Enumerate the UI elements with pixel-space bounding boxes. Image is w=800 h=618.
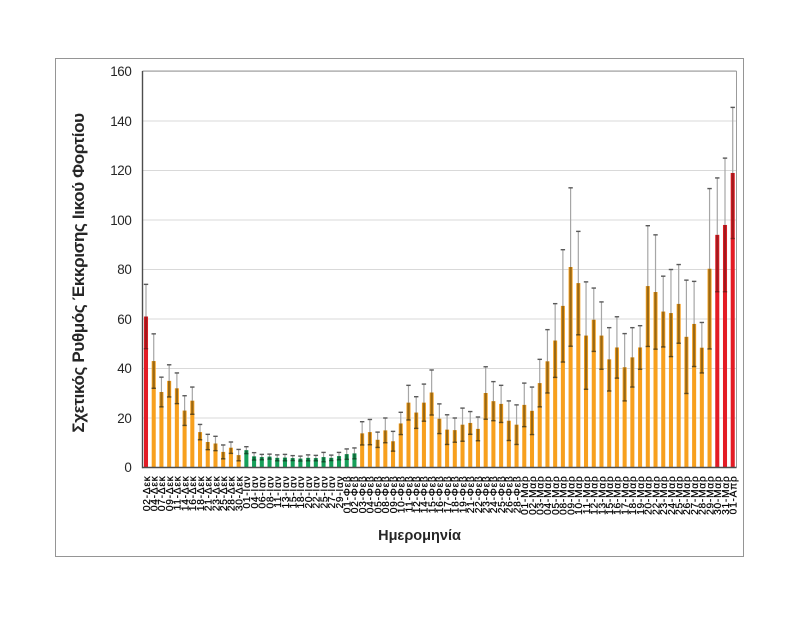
svg-text:24-Μαρ: 24-Μαρ [667,476,678,515]
svg-text:13-Ιαν: 13-Ιαν [281,476,292,509]
svg-text:20: 20 [117,411,131,426]
svg-text:0: 0 [124,460,131,475]
svg-text:08-Μαρ: 08-Μαρ [559,476,570,515]
svg-text:23-Δεκ: 23-Δεκ [211,475,222,511]
svg-text:11-Μαρ: 11-Μαρ [582,476,593,515]
svg-text:80: 80 [117,262,131,277]
svg-text:09-Δεκ: 09-Δεκ [165,475,176,511]
svg-text:02-Μαρ: 02-Μαρ [528,476,539,515]
svg-text:18-Μαρ: 18-Μαρ [628,476,639,515]
svg-text:10-Φεβ: 10-Φεβ [397,476,408,514]
svg-text:19-Φεβ: 19-Φεβ [458,476,469,514]
svg-text:01-Μαρ: 01-Μαρ [520,476,531,515]
svg-text:28-Μαρ: 28-Μαρ [698,476,709,515]
svg-text:04-Ιαν: 04-Ιαν [250,476,261,509]
svg-text:11-Φεβ: 11-Φεβ [404,476,415,513]
svg-text:23-Μαρ: 23-Μαρ [659,476,670,515]
svg-text:25-Ιαν: 25-Ιαν [319,476,330,509]
svg-text:16-Μαρ: 16-Μαρ [613,476,624,515]
svg-text:01-Φεβ: 01-Φεβ [343,476,354,514]
svg-text:60: 60 [117,312,131,327]
svg-text:27-Μαρ: 27-Μαρ [690,476,701,515]
svg-text:14-Φεβ: 14-Φεβ [420,476,431,514]
svg-text:08-Φεβ: 08-Φεβ [381,476,392,514]
svg-text:29-Ιαν: 29-Ιαν [335,476,346,509]
svg-text:11-Ιαν: 11-Ιαν [273,476,284,508]
svg-text:17-Φεβ: 17-Φεβ [443,476,454,514]
svg-text:06-Ιαν: 06-Ιαν [258,476,269,509]
svg-text:28-Δεκ: 28-Δεκ [227,475,238,511]
svg-text:26-Φεβ: 26-Φεβ [505,476,516,514]
svg-text:15-Ιαν: 15-Ιαν [288,476,299,509]
svg-text:18-Δεκ: 18-Δεκ [196,475,207,511]
svg-text:140: 140 [110,114,131,129]
svg-text:04-Φεβ: 04-Φεβ [366,476,377,514]
svg-text:120: 120 [110,163,131,178]
svg-text:20-Μαρ: 20-Μαρ [644,476,655,515]
svg-text:14-Δεκ: 14-Δεκ [180,475,191,511]
svg-text:11-Δεκ: 11-Δεκ [173,475,184,510]
svg-text:13-Μαρ: 13-Μαρ [597,476,608,515]
svg-text:17-Μαρ: 17-Μαρ [620,476,631,515]
svg-text:160: 160 [110,64,131,79]
svg-text:07-Δεκ: 07-Δεκ [157,475,168,511]
svg-text:03-Φεβ: 03-Φεβ [358,476,369,514]
svg-text:09-Φεβ: 09-Φεβ [389,476,400,514]
svg-text:40: 40 [117,361,131,376]
svg-text:18-Ιαν: 18-Ιαν [296,476,307,509]
svg-text:16-Φεβ: 16-Φεβ [435,476,446,514]
svg-text:16-Δεκ: 16-Δεκ [188,475,199,511]
svg-text:22-Μαρ: 22-Μαρ [651,476,662,515]
svg-text:04-Μαρ: 04-Μαρ [543,476,554,515]
svg-text:12-Φεβ: 12-Φεβ [412,476,423,514]
svg-text:27-Ιαν: 27-Ιαν [327,476,338,509]
svg-text:01-Απρ: 01-Απρ [729,476,740,515]
svg-text:21-Φεβ: 21-Φεβ [466,476,477,514]
svg-text:09-Μαρ: 09-Μαρ [566,476,577,515]
svg-text:15-Μαρ: 15-Μαρ [605,476,616,515]
svg-text:29-Μαρ: 29-Μαρ [705,476,716,515]
svg-text:25-Μαρ: 25-Μαρ [674,476,685,515]
svg-text:30-Μαρ: 30-Μαρ [713,476,724,515]
svg-text:10-Μαρ: 10-Μαρ [574,476,585,515]
svg-text:08-Ιαν: 08-Ιαν [265,476,276,509]
svg-text:12-Μαρ: 12-Μαρ [590,476,601,515]
svg-text:28-Φεβ: 28-Φεβ [512,476,523,514]
svg-text:18-Φεβ: 18-Φεβ [451,476,462,514]
svg-text:Ημερομηνία: Ημερομηνία [378,528,461,544]
svg-text:26-Μαρ: 26-Μαρ [682,476,693,515]
svg-text:04-Δεκ: 04-Δεκ [150,475,161,511]
svg-text:03-Μαρ: 03-Μαρ [536,476,547,515]
svg-text:01-Ιαν: 01-Ιαν [242,476,253,509]
svg-text:02-Φεβ: 02-Φεβ [350,476,361,514]
svg-text:22-Ιαν: 22-Ιαν [312,476,323,509]
svg-text:02-Δεκ: 02-Δεκ [142,475,153,511]
svg-text:19-Μαρ: 19-Μαρ [636,476,647,515]
svg-text:21-Δεκ: 21-Δεκ [204,475,215,511]
svg-text:05-Φεβ: 05-Φεβ [373,476,384,514]
svg-text:23-Φεβ: 23-Φεβ [481,476,492,514]
svg-text:25-Φεβ: 25-Φεβ [497,476,508,514]
svg-text:05-Μαρ: 05-Μαρ [551,476,562,515]
svg-text:25-Δεκ: 25-Δεκ [219,475,230,511]
svg-text:20-Ιαν: 20-Ιαν [304,476,315,509]
svg-text:30-Δεκ: 30-Δεκ [234,475,245,511]
svg-text:31-Μαρ: 31-Μαρ [721,476,732,515]
svg-text:100: 100 [110,213,131,228]
svg-text:15-Φεβ: 15-Φεβ [427,476,438,514]
svg-text:22-Φεβ: 22-Φεβ [474,476,485,514]
svg-text:24-Φεβ: 24-Φεβ [489,476,500,514]
svg-text:Σχετικός Ρυθμός Έκκρισης Ιικού: Σχετικός Ρυθμός Έκκρισης Ιικού Φορτίου [69,113,88,433]
